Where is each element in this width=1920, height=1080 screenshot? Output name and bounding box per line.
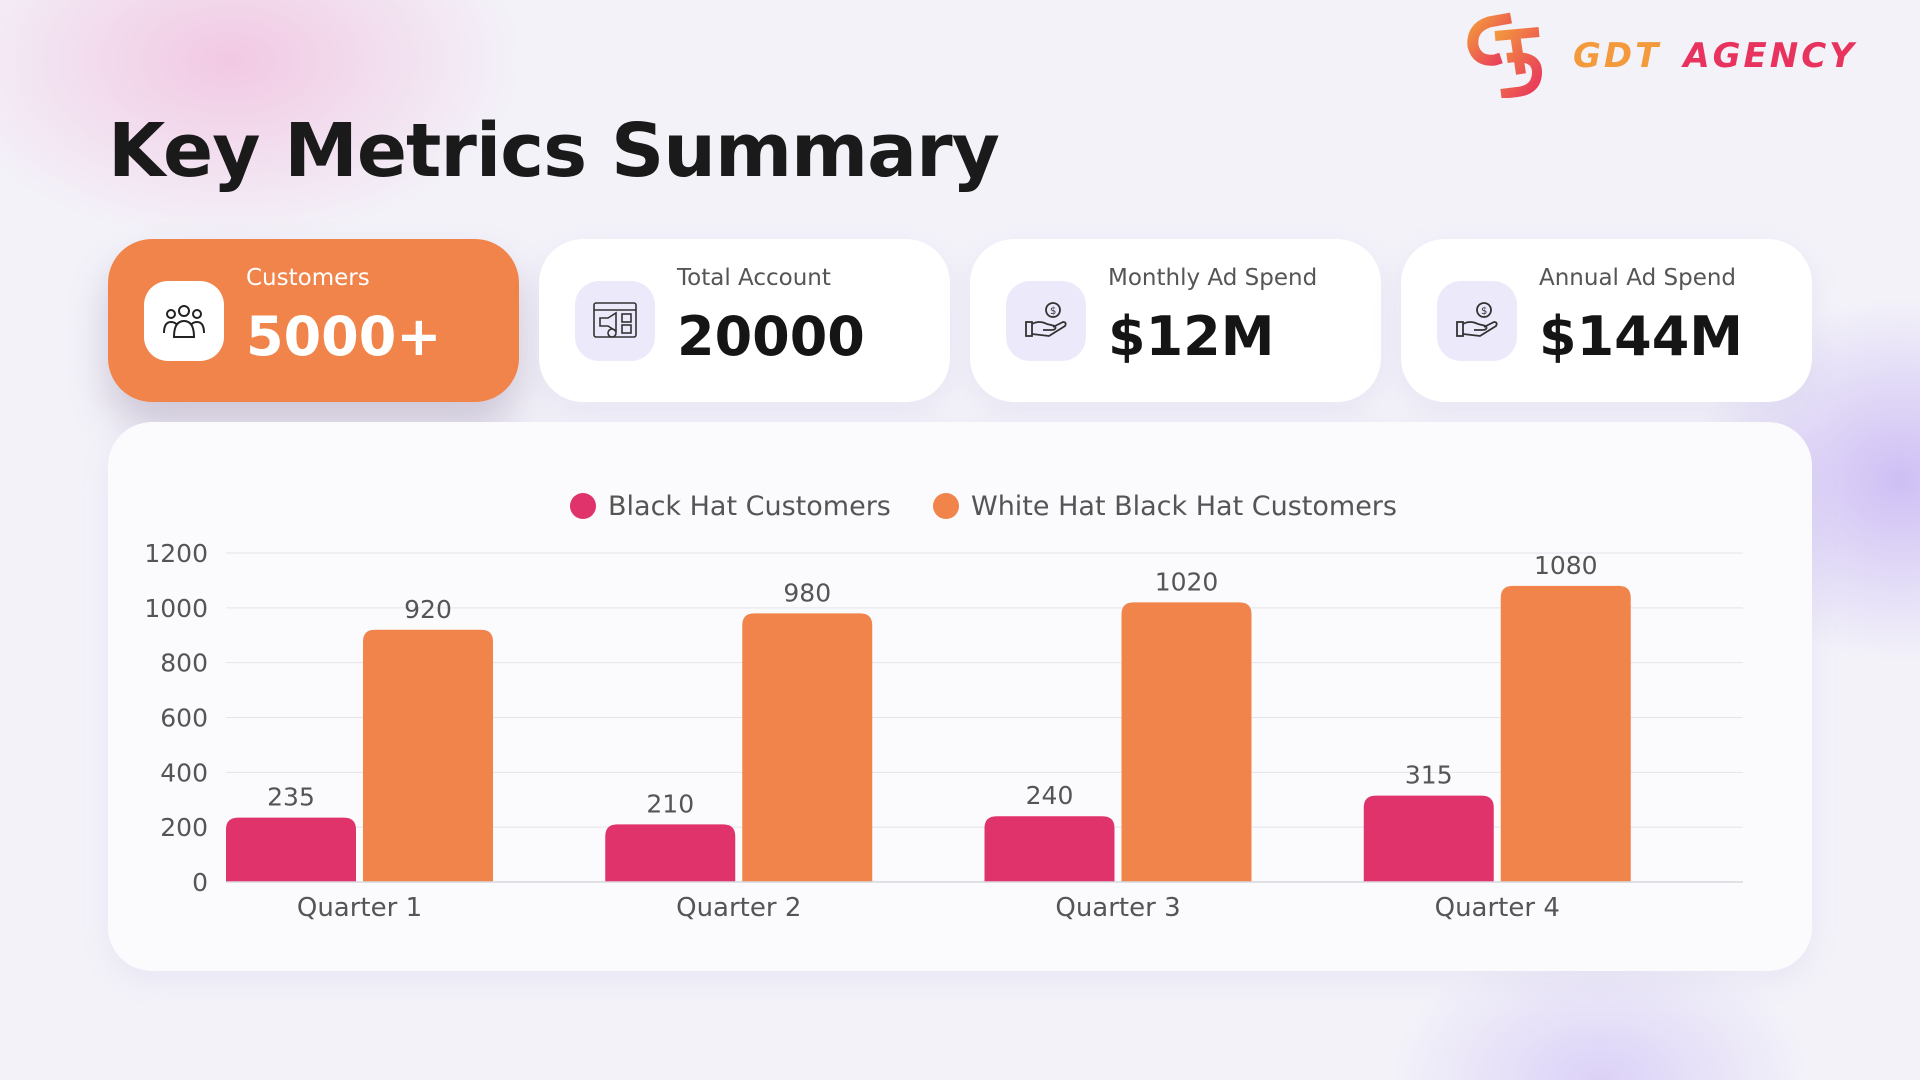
legend-marker bbox=[570, 493, 596, 519]
metric-card-total-account: Total Account 20000 bbox=[539, 239, 950, 402]
x-tick-label: Quarter 2 bbox=[676, 893, 801, 923]
bar bbox=[984, 816, 1115, 882]
gdt-logo bbox=[1467, 12, 1543, 98]
data-label: 315 bbox=[1405, 761, 1453, 790]
metric-label: Customers bbox=[246, 265, 370, 291]
metric-label: Total Account bbox=[677, 265, 831, 291]
data-label: 210 bbox=[646, 789, 694, 818]
megaphone-dashboard-icon bbox=[575, 281, 655, 361]
people-icon bbox=[144, 281, 224, 361]
metric-value: $12M bbox=[1108, 305, 1275, 368]
y-tick-label: 0 bbox=[192, 868, 208, 897]
metric-card-monthly-ad-spend: $ Monthly Ad Spend $12M bbox=[970, 239, 1381, 402]
metric-card-customers: Customers 5000+ bbox=[108, 239, 519, 402]
hand-dollar-icon: $ bbox=[1437, 281, 1517, 361]
data-label: 1080 bbox=[1534, 551, 1598, 580]
y-tick-label: 600 bbox=[160, 704, 208, 733]
data-label: 980 bbox=[783, 578, 831, 607]
x-tick-label: Quarter 1 bbox=[297, 893, 422, 923]
y-tick-label: 800 bbox=[160, 649, 208, 678]
x-tick-label: Quarter 4 bbox=[1435, 893, 1560, 923]
metric-value: 20000 bbox=[677, 305, 865, 368]
bar bbox=[742, 613, 873, 882]
brand-name: GDT AGENCY bbox=[1573, 36, 1857, 76]
hand-dollar-icon: $ bbox=[1006, 281, 1086, 361]
y-tick-label: 200 bbox=[160, 813, 208, 842]
page-title: Key Metrics Summary bbox=[108, 108, 1000, 194]
svg-text:$: $ bbox=[1481, 306, 1487, 317]
legend-label: White Hat Black Hat Customers bbox=[971, 491, 1397, 522]
bar bbox=[1121, 602, 1252, 882]
data-label: 1020 bbox=[1155, 567, 1219, 596]
data-label: 240 bbox=[1026, 781, 1074, 810]
data-label: 920 bbox=[404, 595, 452, 624]
bar bbox=[363, 629, 493, 882]
x-tick-label: Quarter 3 bbox=[1055, 893, 1180, 923]
y-tick-label: 1000 bbox=[144, 594, 208, 623]
metric-label: Annual Ad Spend bbox=[1539, 265, 1737, 291]
bar bbox=[1363, 795, 1494, 882]
bar bbox=[226, 817, 356, 882]
legend-label: Black Hat Customers bbox=[608, 491, 891, 522]
metric-value: 5000+ bbox=[246, 305, 442, 368]
svg-text:$: $ bbox=[1050, 306, 1056, 317]
y-tick-label: 400 bbox=[160, 758, 208, 787]
metric-card-annual-ad-spend: $ Annual Ad Spend $144M bbox=[1401, 239, 1812, 402]
legend-marker bbox=[933, 493, 959, 519]
y-tick-label: 1200 bbox=[144, 539, 208, 568]
bar bbox=[605, 824, 736, 882]
bar bbox=[1500, 585, 1631, 882]
metric-label: Monthly Ad Spend bbox=[1108, 265, 1318, 291]
metric-value: $144M bbox=[1539, 305, 1744, 368]
data-label: 235 bbox=[267, 783, 315, 812]
